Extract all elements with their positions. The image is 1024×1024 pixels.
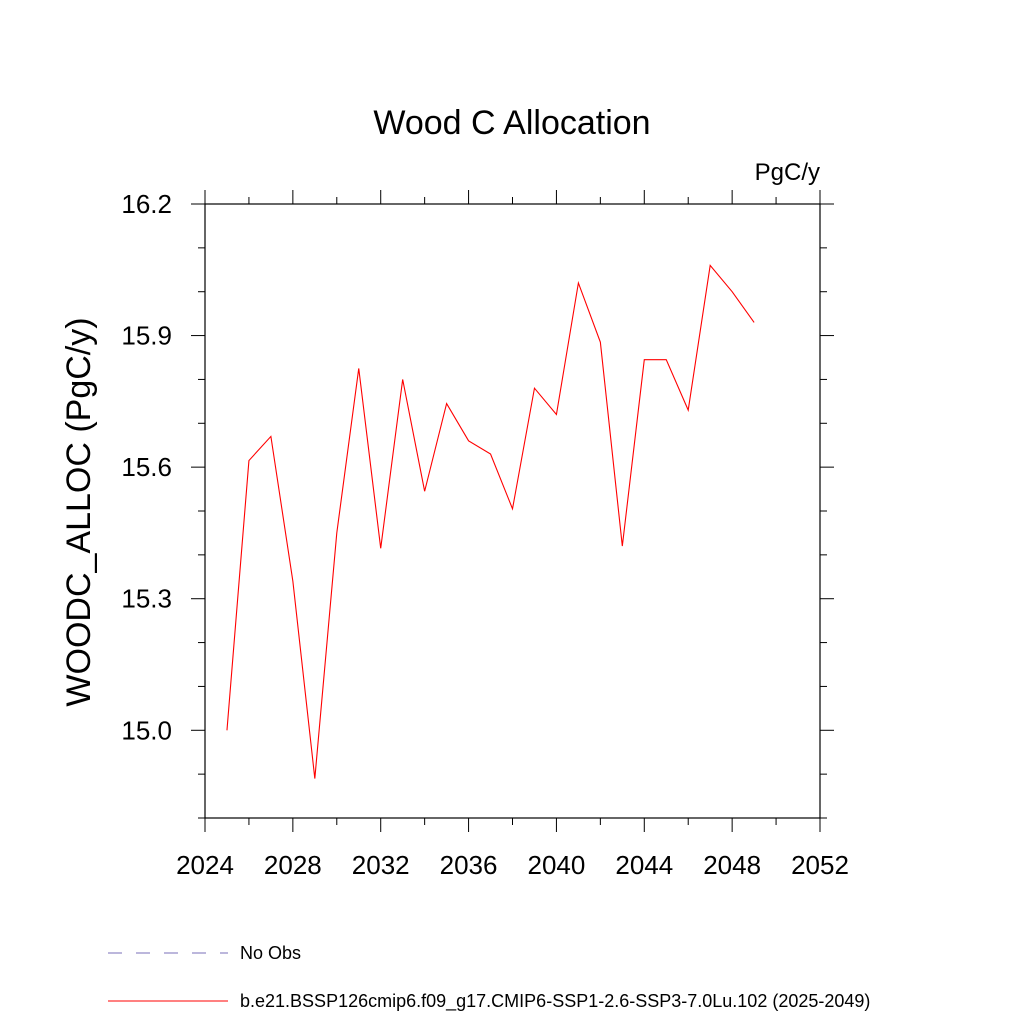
x-tick-label: 2024 xyxy=(176,850,234,880)
y-tick-label: 15.0 xyxy=(121,715,172,745)
x-tick-label: 2044 xyxy=(615,850,673,880)
units-label: PgC/y xyxy=(755,159,820,186)
legend-label-series: b.e21.BSSP126cmip6.f09_g17.CMIP6-SSP1-2.… xyxy=(240,991,870,1012)
x-tick-label: 2032 xyxy=(352,850,410,880)
y-tick-label: 15.6 xyxy=(121,452,172,482)
legend: No Obs b.e21.BSSP126cmip6.f09_g17.CMIP6-… xyxy=(108,943,870,1012)
plot-frame xyxy=(204,203,821,819)
axis-ticks xyxy=(191,190,834,832)
x-tick-label: 2036 xyxy=(440,850,498,880)
x-tick-label: 2040 xyxy=(528,850,586,880)
y-tick-label: 15.3 xyxy=(121,584,172,614)
y-tick-label: 16.2 xyxy=(121,189,172,219)
x-tick-labels: 2024 2028 2032 2036 2040 2044 2048 2052 xyxy=(176,850,849,880)
x-tick-label: 2048 xyxy=(703,850,761,880)
x-tick-label: 2052 xyxy=(791,850,849,880)
y-axis-label: WOODC_ALLOC (PgC/y) xyxy=(60,317,98,706)
y-tick-label: 15.9 xyxy=(121,321,172,351)
series-line xyxy=(226,264,755,779)
x-tick-label: 2028 xyxy=(264,850,322,880)
legend-label-no-obs: No Obs xyxy=(240,943,301,963)
chart-title: Wood C Allocation xyxy=(373,104,650,142)
series-group xyxy=(226,264,755,779)
y-tick-labels: 15.0 15.3 15.6 15.9 16.2 xyxy=(121,189,172,745)
